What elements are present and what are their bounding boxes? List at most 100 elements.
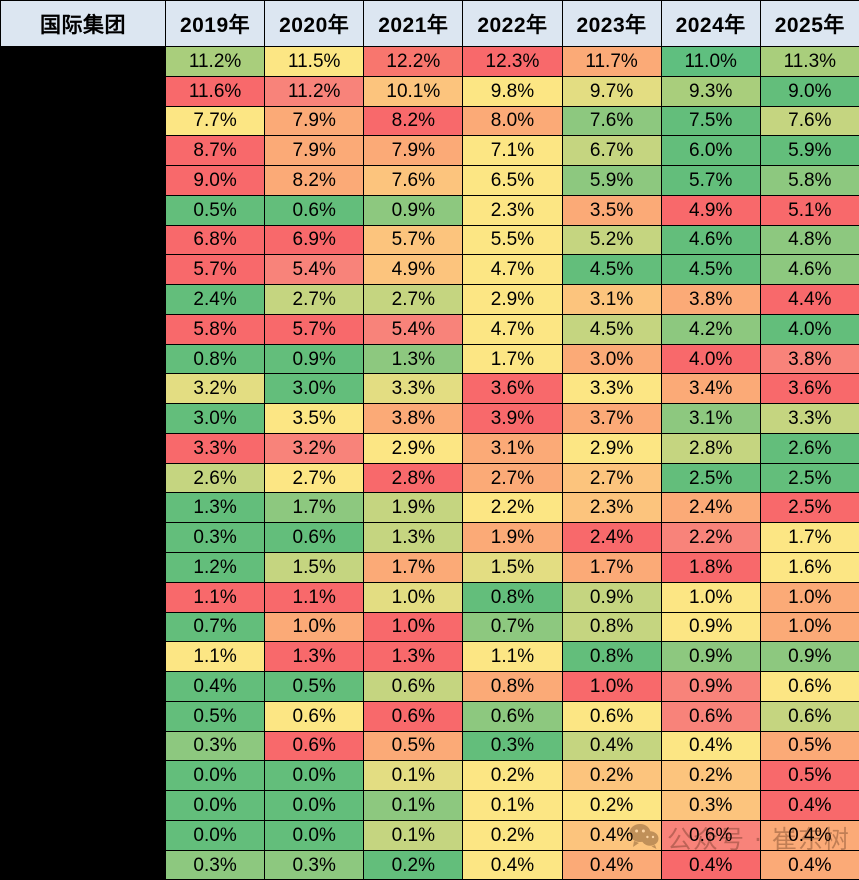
- value-cell: 4.7%: [463, 314, 562, 344]
- value-cell: 1.3%: [166, 493, 265, 523]
- value-cell: 0.1%: [364, 820, 463, 850]
- value-cell: 3.5%: [265, 404, 364, 434]
- value-cell: 0.9%: [760, 642, 859, 672]
- value-cell: 11.6%: [166, 76, 265, 106]
- value-cell: 3.8%: [661, 285, 760, 315]
- row-label-cell-redacted: [1, 493, 166, 523]
- value-cell: 1.5%: [265, 553, 364, 583]
- value-cell: 1.0%: [364, 582, 463, 612]
- value-cell: 3.3%: [562, 374, 661, 404]
- value-cell: 3.1%: [562, 285, 661, 315]
- row-label-cell-redacted: [1, 106, 166, 136]
- value-cell: 3.1%: [661, 404, 760, 434]
- value-cell: 3.8%: [364, 404, 463, 434]
- value-cell: 12.2%: [364, 47, 463, 77]
- value-cell: 0.1%: [364, 761, 463, 791]
- value-cell: 5.8%: [760, 166, 859, 196]
- table-row: 1.2%1.5%1.7%1.5%1.7%1.8%1.6%: [1, 553, 859, 583]
- value-cell: 0.6%: [265, 701, 364, 731]
- table-header: 国际集团 2019年 2020年 2021年 2022年 2023年 2024年…: [1, 1, 859, 47]
- value-cell: 3.3%: [760, 404, 859, 434]
- value-cell: 4.2%: [661, 314, 760, 344]
- value-cell: 5.7%: [364, 225, 463, 255]
- value-cell: 3.2%: [265, 433, 364, 463]
- value-cell: 0.6%: [265, 195, 364, 225]
- value-cell: 0.8%: [562, 612, 661, 642]
- value-cell: 0.0%: [166, 761, 265, 791]
- value-cell: 0.3%: [166, 731, 265, 761]
- row-label-cell-redacted: [1, 344, 166, 374]
- value-cell: 3.1%: [463, 433, 562, 463]
- value-cell: 0.5%: [760, 761, 859, 791]
- value-cell: 1.0%: [760, 582, 859, 612]
- value-cell: 9.0%: [166, 166, 265, 196]
- row-label-cell-redacted: [1, 463, 166, 493]
- row-label-cell-redacted: [1, 76, 166, 106]
- value-cell: 11.0%: [661, 47, 760, 77]
- value-cell: 8.2%: [265, 166, 364, 196]
- value-cell: 4.7%: [463, 255, 562, 285]
- value-cell: 0.4%: [661, 850, 760, 880]
- value-cell: 1.0%: [661, 582, 760, 612]
- value-cell: 1.5%: [463, 553, 562, 583]
- value-cell: 0.3%: [265, 850, 364, 880]
- table-row: 0.7%1.0%1.0%0.7%0.8%0.9%1.0%: [1, 612, 859, 642]
- value-cell: 5.7%: [661, 166, 760, 196]
- value-cell: 2.4%: [562, 523, 661, 553]
- value-cell: 0.1%: [463, 791, 562, 821]
- table-row: 3.2%3.0%3.3%3.6%3.3%3.4%3.6%: [1, 374, 859, 404]
- value-cell: 4.6%: [760, 255, 859, 285]
- value-cell: 0.7%: [166, 612, 265, 642]
- row-label-cell-redacted: [1, 642, 166, 672]
- value-cell: 1.7%: [760, 523, 859, 553]
- value-cell: 2.7%: [265, 285, 364, 315]
- value-cell: 3.4%: [661, 374, 760, 404]
- value-cell: 0.6%: [661, 701, 760, 731]
- value-cell: 4.0%: [760, 314, 859, 344]
- value-cell: 0.8%: [562, 642, 661, 672]
- value-cell: 1.1%: [265, 582, 364, 612]
- value-cell: 0.3%: [166, 523, 265, 553]
- header-cell-year-2020: 2020年: [265, 1, 364, 47]
- header-cell-year-2024: 2024年: [661, 1, 760, 47]
- value-cell: 9.7%: [562, 76, 661, 106]
- table-row: 1.1%1.3%1.3%1.1%0.8%0.9%0.9%: [1, 642, 859, 672]
- value-cell: 3.5%: [562, 195, 661, 225]
- value-cell: 2.7%: [562, 463, 661, 493]
- value-cell: 3.0%: [265, 374, 364, 404]
- value-cell: 0.8%: [463, 582, 562, 612]
- value-cell: 1.7%: [562, 553, 661, 583]
- value-cell: 0.6%: [265, 731, 364, 761]
- value-cell: 0.5%: [364, 731, 463, 761]
- value-cell: 3.0%: [166, 404, 265, 434]
- row-label-cell-redacted: [1, 225, 166, 255]
- value-cell: 0.6%: [661, 820, 760, 850]
- value-cell: 5.5%: [463, 225, 562, 255]
- value-cell: 0.9%: [661, 612, 760, 642]
- value-cell: 5.1%: [760, 195, 859, 225]
- table-row: 0.0%0.0%0.1%0.1%0.2%0.3%0.4%: [1, 791, 859, 821]
- value-cell: 0.8%: [463, 672, 562, 702]
- value-cell: 10.1%: [364, 76, 463, 106]
- value-cell: 1.0%: [760, 612, 859, 642]
- value-cell: 4.9%: [364, 255, 463, 285]
- value-cell: 7.9%: [265, 106, 364, 136]
- value-cell: 1.3%: [364, 523, 463, 553]
- value-cell: 0.6%: [562, 701, 661, 731]
- value-cell: 1.7%: [463, 344, 562, 374]
- value-cell: 0.4%: [760, 850, 859, 880]
- value-cell: 0.6%: [760, 701, 859, 731]
- table-row: 2.6%2.7%2.8%2.7%2.7%2.5%2.5%: [1, 463, 859, 493]
- value-cell: 2.2%: [463, 493, 562, 523]
- row-label-cell-redacted: [1, 791, 166, 821]
- value-cell: 11.5%: [265, 47, 364, 77]
- value-cell: 2.6%: [166, 463, 265, 493]
- value-cell: 0.1%: [364, 791, 463, 821]
- value-cell: 2.9%: [463, 285, 562, 315]
- table-row: 11.6%11.2%10.1%9.8%9.7%9.3%9.0%: [1, 76, 859, 106]
- value-cell: 0.4%: [760, 820, 859, 850]
- value-cell: 0.8%: [166, 344, 265, 374]
- table-row: 7.7%7.9%8.2%8.0%7.6%7.5%7.6%: [1, 106, 859, 136]
